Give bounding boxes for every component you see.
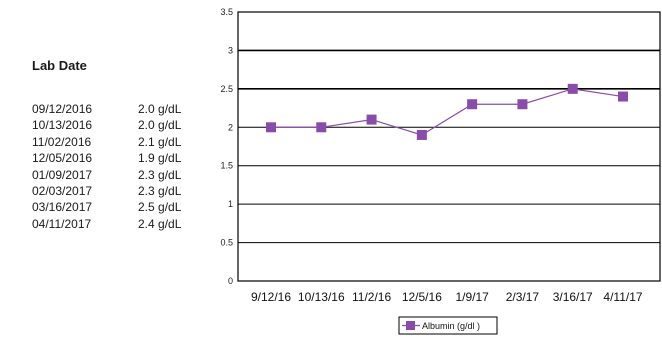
lab-date: 01/09/2017 [32, 167, 93, 182]
lab-row: 02/03/2017 2.3 g/dL [32, 183, 222, 199]
lab-row: 12/05/2016 1.9 g/dL [32, 150, 222, 166]
lab-row: 03/16/2017 2.5 g/dL [32, 199, 222, 215]
lab-row: 10/13/2016 2.0 g/dL [32, 117, 222, 133]
lab-date: 02/03/2017 [32, 184, 93, 199]
data-point [366, 114, 377, 125]
lab-value: 2.3 g/dL [138, 167, 182, 182]
lab-value: 2.0 g/dL [138, 118, 182, 133]
lab-date: 12/05/2016 [32, 151, 93, 166]
y-tick-label: 2 [228, 122, 233, 132]
lab-table: Lab Date 09/12/2016 2.0 g/dL 10/13/2016 2.0… [32, 58, 222, 232]
lab-date: 04/11/2017 [32, 216, 92, 231]
legend-label: Albumin (g/dl ) [422, 321, 480, 331]
lab-date-header: Lab Date [32, 58, 87, 73]
x-tick-label: 11/2/16 [352, 290, 391, 304]
lab-value: 2.4 g/dL [138, 216, 182, 231]
lab-rows: 09/12/2016 2.0 g/dL 10/13/2016 2.0 g/dL 11/0… [32, 101, 222, 232]
legend-marker [406, 321, 415, 330]
lab-row: 01/09/2017 2.3 g/dL [32, 167, 222, 183]
y-tick-label: 3.5 [220, 7, 233, 17]
lab-value: 2.3 g/dL [138, 184, 182, 199]
legend-box [398, 316, 498, 335]
lab-date: 09/12/2016 [32, 102, 93, 116]
y-tick-label: 1 [228, 199, 233, 209]
x-tick-label: 1/9/17 [455, 290, 489, 304]
lab-value: 2.0 g/dL [138, 102, 182, 116]
lab-date: 10/13/2016 [32, 118, 93, 133]
data-point [467, 99, 478, 110]
data-point [517, 99, 528, 110]
lab-date: 03/16/2017 [32, 200, 93, 215]
y-tick-label: 2.5 [220, 84, 233, 94]
lab-row: 11/02/2016 2.1 g/dL [32, 134, 222, 150]
x-tick-label: 3/16/17 [553, 290, 593, 304]
x-tick-label: 12/5/16 [402, 290, 442, 304]
y-tick-label: 1.5 [220, 161, 233, 171]
lab-value: 1.9 g/dL [138, 151, 182, 166]
plot-frame [237, 11, 661, 282]
x-tick-label: 10/13/16 [298, 290, 345, 304]
data-point [567, 83, 578, 94]
data-point [416, 129, 427, 140]
data-point [618, 91, 628, 102]
lab-date: 11/02/2016 [32, 134, 92, 149]
y-tick-label: 0.5 [220, 238, 233, 248]
lab-row: 09/12/2016 2.0 g/dL [32, 101, 222, 117]
x-tick-label: 9/12/16 [251, 290, 291, 304]
x-tick-label: 4/11/17 [603, 290, 642, 304]
series-line [271, 88, 624, 136]
x-tick-label: 2/3/17 [506, 290, 540, 304]
lab-value: 2.5 g/dL [138, 200, 182, 215]
lab-value: 2.1 g/dL [138, 134, 182, 149]
lab-row: 04/11/2017 2.4 g/dL [32, 216, 222, 232]
data-point [316, 122, 327, 133]
data-point [266, 122, 276, 133]
y-tick-label: 0 [228, 276, 233, 286]
y-tick-label: 3 [228, 45, 233, 55]
